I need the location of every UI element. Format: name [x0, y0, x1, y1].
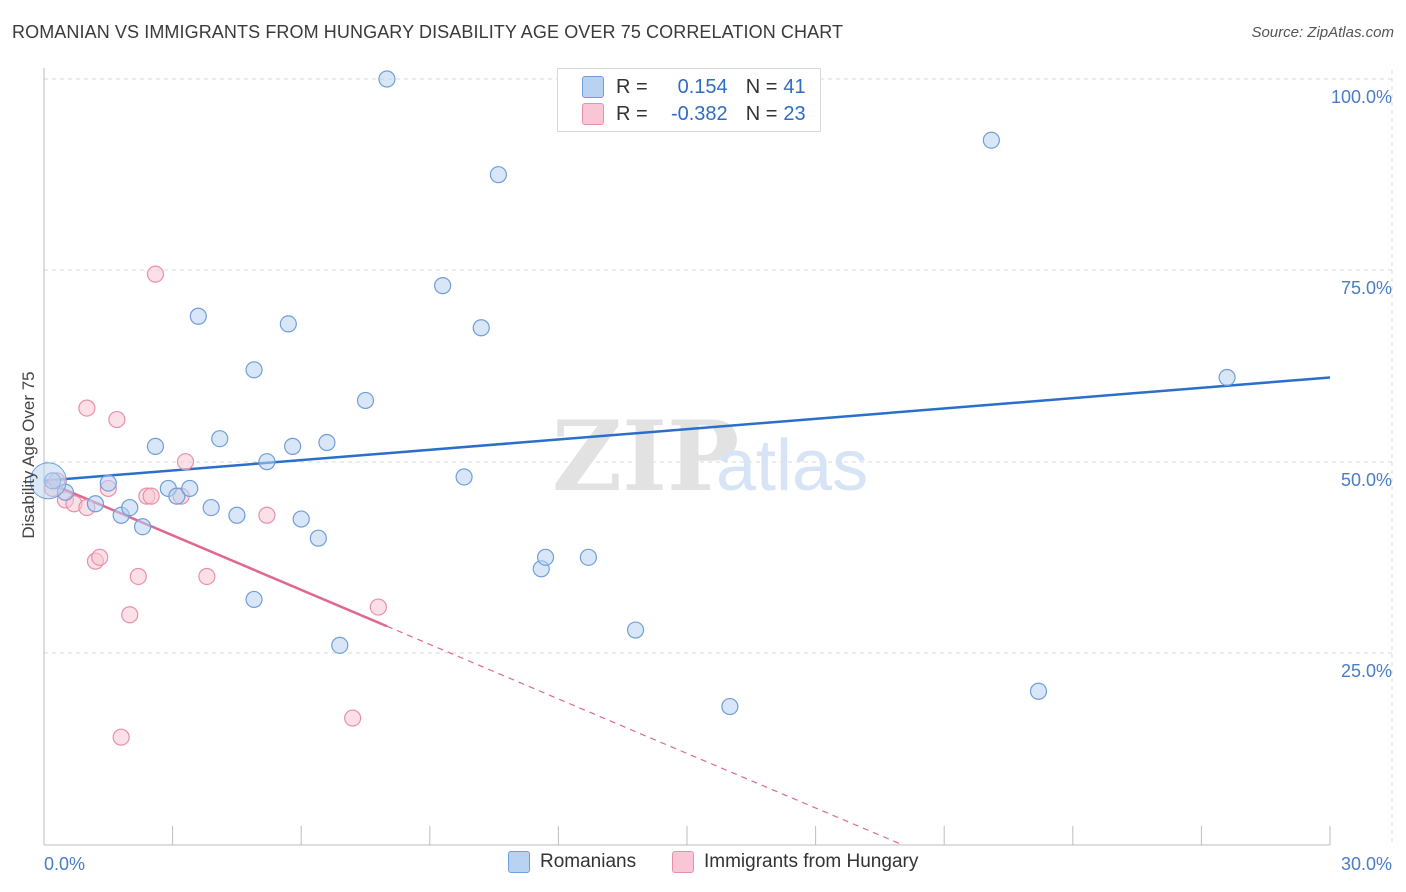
point-romanians — [626, 621, 645, 639]
trend-line-romanians — [43, 376, 1331, 483]
point-hungary — [91, 548, 109, 566]
chart-source: Source: ZipAtlas.com — [1251, 24, 1394, 41]
point-romanians — [284, 437, 302, 455]
point-romanians — [1218, 368, 1236, 387]
point-romanians — [211, 430, 229, 448]
point-romanians — [982, 131, 1000, 149]
point-hungary — [108, 410, 126, 429]
point-hungary — [198, 567, 216, 586]
point-romanians — [318, 433, 336, 452]
point-romanians — [489, 166, 507, 184]
legend-row-hungary: R = -0.382 N = 23 — [558, 100, 806, 128]
legend-r-label: R = — [616, 102, 648, 125]
watermark-zip: ZIP — [552, 400, 739, 513]
x-tick-label: 30.0% — [1341, 854, 1392, 874]
point-romanians — [356, 391, 375, 410]
point-romanians — [99, 474, 117, 492]
legend-n-value: 23 — [783, 102, 806, 125]
point-hungary — [176, 453, 195, 471]
point-hungary — [129, 567, 147, 586]
legend-r-value: 0.154 — [677, 75, 728, 98]
legend-n-value: 41 — [783, 75, 806, 98]
bottom-swatch-hungary — [672, 851, 694, 873]
watermark: ZIP atlas — [552, 400, 868, 513]
point-romanians — [472, 319, 490, 337]
chart-title: ROMANIAN VS IMMIGRANTS FROM HUNGARY DISA… — [12, 22, 844, 42]
bottom-legend-romanians: Romanians — [508, 851, 636, 873]
point-romanians-cluster — [29, 462, 67, 500]
legend-r-label: R = — [616, 75, 648, 98]
point-hungary — [121, 606, 139, 624]
watermark-atlas: atlas — [716, 426, 868, 506]
point-romanians — [245, 590, 263, 609]
point-romanians — [168, 487, 186, 505]
point-hungary — [369, 598, 387, 616]
point-hungary — [78, 399, 96, 417]
point-romanians — [536, 548, 555, 566]
point-hungary — [112, 728, 130, 746]
point-romanians — [434, 277, 452, 295]
point-hungary — [258, 506, 276, 524]
point-romanians — [279, 315, 297, 333]
point-romanians — [258, 453, 276, 471]
axes: 25.0% 50.0% 75.0% 100.0% 0.0% 30.0% — [43, 68, 1392, 874]
legend-swatch-romanians — [582, 76, 604, 98]
data-points — [29, 70, 1236, 746]
point-hungary — [142, 487, 160, 505]
point-hungary — [344, 709, 362, 727]
point-romanians — [202, 498, 220, 517]
point-romanians — [721, 697, 739, 716]
x-tick-label: 0.0% — [44, 854, 85, 874]
y-axis-label: Disability Age Over 75 — [19, 371, 38, 538]
point-romanians — [455, 468, 473, 486]
point-hungary — [146, 265, 165, 283]
point-romanians — [1029, 682, 1048, 700]
point-romanians — [292, 510, 310, 528]
legend-row-romanians: R = 0.154 N = 41 — [558, 73, 806, 101]
point-romanians — [86, 495, 105, 513]
trend-line-hungary-extension — [386, 625, 902, 845]
bottom-legend-label-hungary: Immigrants from Hungary — [704, 851, 919, 872]
bottom-legend-hungary: Immigrants from Hungary — [672, 851, 918, 873]
point-romanians — [121, 498, 139, 517]
point-romanians — [181, 479, 199, 498]
legend-r-value: -0.382 — [670, 102, 728, 125]
correlation-legend: R = 0.154 N = 41 R = -0.382 N = 23 — [557, 68, 821, 132]
legend-swatch-hungary — [582, 103, 604, 125]
point-romanians — [133, 518, 152, 536]
point-romanians — [309, 529, 327, 547]
y-tick-label: 100.0% — [1331, 87, 1392, 107]
y-tick-label: 75.0% — [1341, 278, 1392, 298]
point-romanians — [331, 636, 349, 654]
legend-n-label: N = — [745, 102, 778, 125]
point-romanians — [245, 361, 263, 379]
point-romanians — [189, 307, 207, 325]
y-tick-label: 25.0% — [1341, 661, 1392, 681]
bottom-legend-label-romanians: Romanians — [540, 851, 637, 872]
y-tick-label: 50.0% — [1341, 470, 1392, 490]
bottom-swatch-romanians — [508, 851, 530, 873]
point-romanians — [378, 70, 396, 88]
point-romanians — [579, 548, 598, 566]
point-romanians — [146, 437, 165, 455]
point-romanians — [228, 506, 246, 524]
legend-n-label: N = — [745, 75, 778, 98]
